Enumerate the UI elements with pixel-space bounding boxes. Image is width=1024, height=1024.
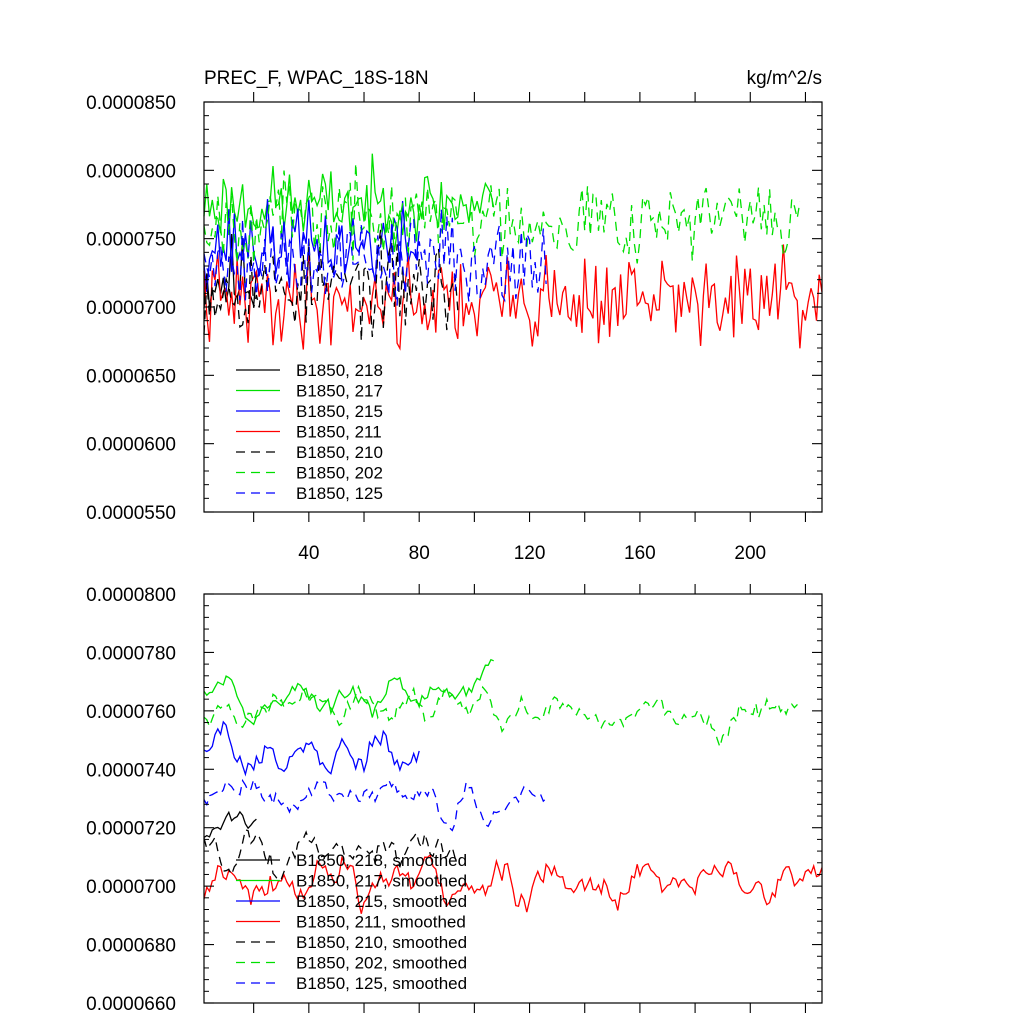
series-line-5 — [203, 163, 801, 264]
legend-label-4: B1850, 210, smoothed — [296, 933, 467, 952]
y-tick-label: 0.0000750 — [86, 230, 176, 251]
bottom-panel: B1850, 218, smoothed B1850, 217, smoothed… — [86, 584, 823, 1015]
series-line-1 — [203, 658, 494, 726]
y-tick-label: 0.0000800 — [86, 585, 176, 606]
series-line-1 — [203, 153, 495, 252]
top-title: PREC_F, WPAC_18S-18N — [204, 68, 429, 89]
legend-label-0: B1850, 218 — [296, 361, 383, 380]
series-line-2 — [203, 720, 420, 777]
y-tick-label: 0.0000760 — [86, 702, 176, 723]
legend-label-2: B1850, 215, smoothed — [296, 892, 467, 911]
top-series-group — [203, 153, 823, 351]
y-tick-label: 0.0000700 — [86, 298, 176, 319]
top-units: kg/m^2/s — [747, 68, 822, 89]
x-tick-label: 160 — [624, 543, 656, 564]
bottom-legend: B1850, 218, smoothed B1850, 217, smoothed… — [236, 851, 467, 993]
y-tick-label: 0.0000660 — [86, 994, 176, 1015]
legend-label-2: B1850, 215 — [296, 402, 383, 421]
series-line-6 — [203, 776, 547, 832]
legend-label-3: B1850, 211, smoothed — [296, 913, 466, 932]
y-tick-label: 0.0000850 — [86, 93, 176, 114]
series-line-4 — [203, 828, 459, 882]
x-tick-label: 80 — [409, 543, 430, 564]
x-tick-label: 40 — [298, 543, 319, 564]
legend-label-5: B1850, 202 — [296, 464, 383, 483]
series-line-0 — [203, 810, 257, 838]
plot-frame — [203, 593, 823, 1004]
series-line-2 — [203, 199, 420, 292]
y-tick-label: 0.0000680 — [86, 936, 176, 957]
legend-label-1: B1850, 217 — [296, 382, 383, 401]
legend-label-6: B1850, 125 — [296, 484, 383, 503]
series-line-3 — [203, 853, 823, 914]
y-tick-label: 0.0000800 — [86, 161, 176, 182]
y-tick-label: 0.0000700 — [86, 877, 176, 898]
legend-label-4: B1850, 210 — [296, 443, 383, 462]
series-line-0 — [203, 233, 258, 309]
y-tick-label: 0.0000550 — [86, 503, 176, 524]
legend-label-0: B1850, 218, smoothed — [296, 851, 467, 870]
legend-label-6: B1850, 125, smoothed — [296, 974, 467, 993]
series-line-4 — [203, 229, 459, 341]
top-axes: 0.0000550 0.0000600 0.0000650 0.0000700 0.00… — [86, 92, 823, 564]
y-tick-label: 0.0000780 — [86, 643, 176, 664]
bottom-series-group — [203, 658, 823, 914]
legend-label-1: B1850, 217, smoothed — [296, 872, 467, 891]
legend-label-3: B1850, 211 — [296, 423, 382, 442]
series-line-6 — [203, 208, 547, 306]
top-panel: PREC_F, WPAC_18S-18N kg/m^2/s B1850, 218… — [86, 68, 823, 564]
y-tick-label: 0.0000650 — [86, 366, 176, 387]
x-tick-label: 200 — [734, 543, 766, 564]
y-tick-label: 0.0000720 — [86, 819, 176, 840]
y-tick-label: 0.0000740 — [86, 760, 176, 781]
x-tick-label: 120 — [514, 543, 546, 564]
bottom-axes: 0.0000660 0.0000680 0.0000700 0.0000720 0.00… — [86, 584, 823, 1015]
y-tick-label: 0.0000600 — [86, 435, 176, 456]
series-line-5 — [203, 684, 801, 750]
legend-label-5: B1850, 202, smoothed — [296, 954, 467, 973]
